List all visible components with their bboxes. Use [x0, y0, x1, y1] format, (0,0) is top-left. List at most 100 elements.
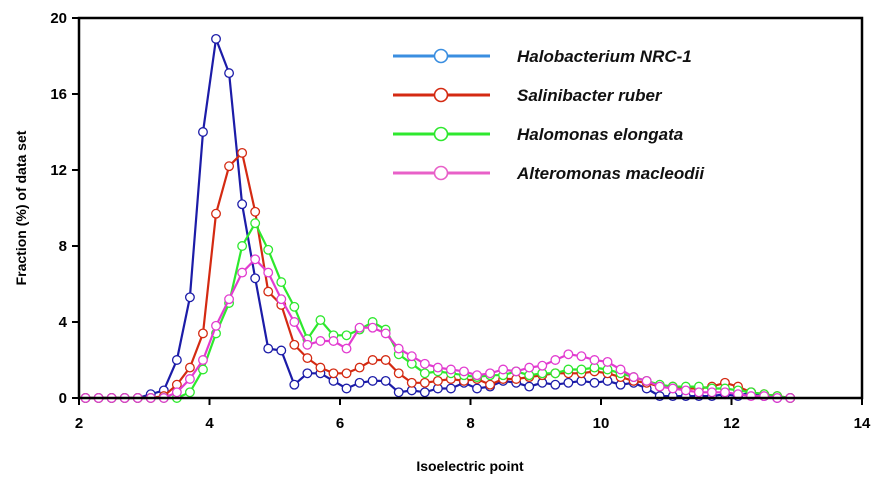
data-point [485, 379, 496, 390]
data-point [680, 385, 691, 396]
data-point [550, 368, 561, 379]
data-point [380, 355, 391, 365]
y-tick-label: 4 [59, 314, 68, 331]
x-tick-label: 2 [75, 415, 83, 432]
data-point [667, 383, 678, 394]
x-axis-label: Isoelectric point [416, 458, 524, 474]
legend-label: Halomonas elongata [517, 125, 683, 144]
legend-marker [433, 165, 449, 181]
y-tick-label: 0 [59, 390, 67, 407]
data-point [576, 351, 587, 362]
data-point [419, 358, 430, 369]
y-tick-label: 12 [50, 162, 67, 179]
data-point [315, 315, 326, 326]
data-point [524, 381, 535, 392]
x-tick-label: 4 [205, 415, 214, 432]
data-point [250, 273, 261, 284]
data-point [432, 375, 443, 386]
data-point [171, 387, 182, 398]
x-tick-label: 12 [723, 415, 740, 432]
y-tick-label: 20 [50, 10, 67, 27]
x-tick-label: 14 [854, 415, 871, 432]
axes-layer: 2 4 6 8 10 12 14 0 4 8 12 16 20 [50, 10, 871, 432]
data-point [602, 356, 613, 367]
data-point [576, 364, 587, 375]
data-point [367, 355, 378, 365]
legend-label: Alteromonas macleodii [516, 164, 705, 183]
data-point [354, 377, 365, 388]
legend-item: Salinibacter ruber [393, 86, 663, 105]
data-point [237, 267, 248, 278]
data-point [550, 379, 561, 390]
data-point [485, 368, 496, 379]
data-point [184, 292, 195, 303]
data-point [198, 364, 208, 375]
data-point [380, 328, 391, 339]
data-point [354, 322, 365, 333]
data-point [693, 387, 704, 398]
data-point [211, 208, 221, 219]
data-point [289, 379, 300, 390]
data-point [211, 33, 221, 44]
data-point [589, 377, 600, 388]
data-point [472, 370, 482, 381]
legend-marker [433, 126, 449, 142]
data-point [302, 339, 313, 350]
legend-label: Halobacterium NRC-1 [517, 47, 692, 66]
data-point [419, 368, 430, 379]
data-point [563, 377, 574, 388]
data-point [198, 127, 208, 137]
legend-label: Salinibacter ruber [517, 86, 663, 105]
data-point [419, 377, 430, 388]
data-point [315, 336, 326, 346]
data-point [393, 387, 404, 398]
data-point [550, 355, 561, 365]
data-point [302, 368, 313, 379]
data-point [354, 362, 365, 373]
data-point [263, 267, 274, 278]
data-point [224, 294, 235, 305]
data-point [380, 375, 391, 386]
y-tick-label: 8 [59, 238, 67, 255]
data-point [289, 339, 300, 350]
data-point [224, 68, 235, 79]
legend-marker [433, 87, 449, 103]
data-point [720, 387, 730, 398]
data-point [315, 362, 326, 373]
data-point [276, 277, 287, 288]
data-point [263, 244, 274, 255]
y-axis-label: Fraction (%) of data set [13, 130, 29, 285]
data-point [628, 372, 639, 383]
data-point [211, 320, 221, 331]
data-point [563, 364, 574, 375]
data-point [237, 199, 248, 210]
data-point [445, 383, 456, 394]
x-tick-label: 10 [593, 415, 610, 432]
data-point [511, 366, 522, 377]
data-point [276, 345, 287, 356]
data-point [250, 206, 261, 217]
data-point [237, 241, 248, 251]
legend-item: Alteromonas macleodii [393, 164, 705, 183]
data-point [406, 377, 417, 388]
data-point [706, 387, 717, 398]
legend-marker [433, 48, 449, 64]
data-point [367, 375, 378, 386]
data-point [237, 147, 248, 158]
data-point [367, 322, 378, 333]
data-point [341, 383, 352, 394]
data-point [171, 355, 182, 365]
data-point [198, 355, 208, 365]
data-point [498, 364, 509, 375]
data-point [263, 343, 274, 354]
data-point [341, 343, 352, 354]
data-point [341, 330, 352, 341]
legend: Halobacterium NRC-1 Salinibacter ruber Hal… [393, 47, 705, 183]
data-point [184, 374, 195, 384]
data-point [198, 328, 208, 339]
data-point [224, 161, 235, 172]
data-point [459, 366, 469, 377]
data-point [263, 286, 274, 297]
data-point [445, 364, 456, 375]
data-point [589, 355, 600, 365]
